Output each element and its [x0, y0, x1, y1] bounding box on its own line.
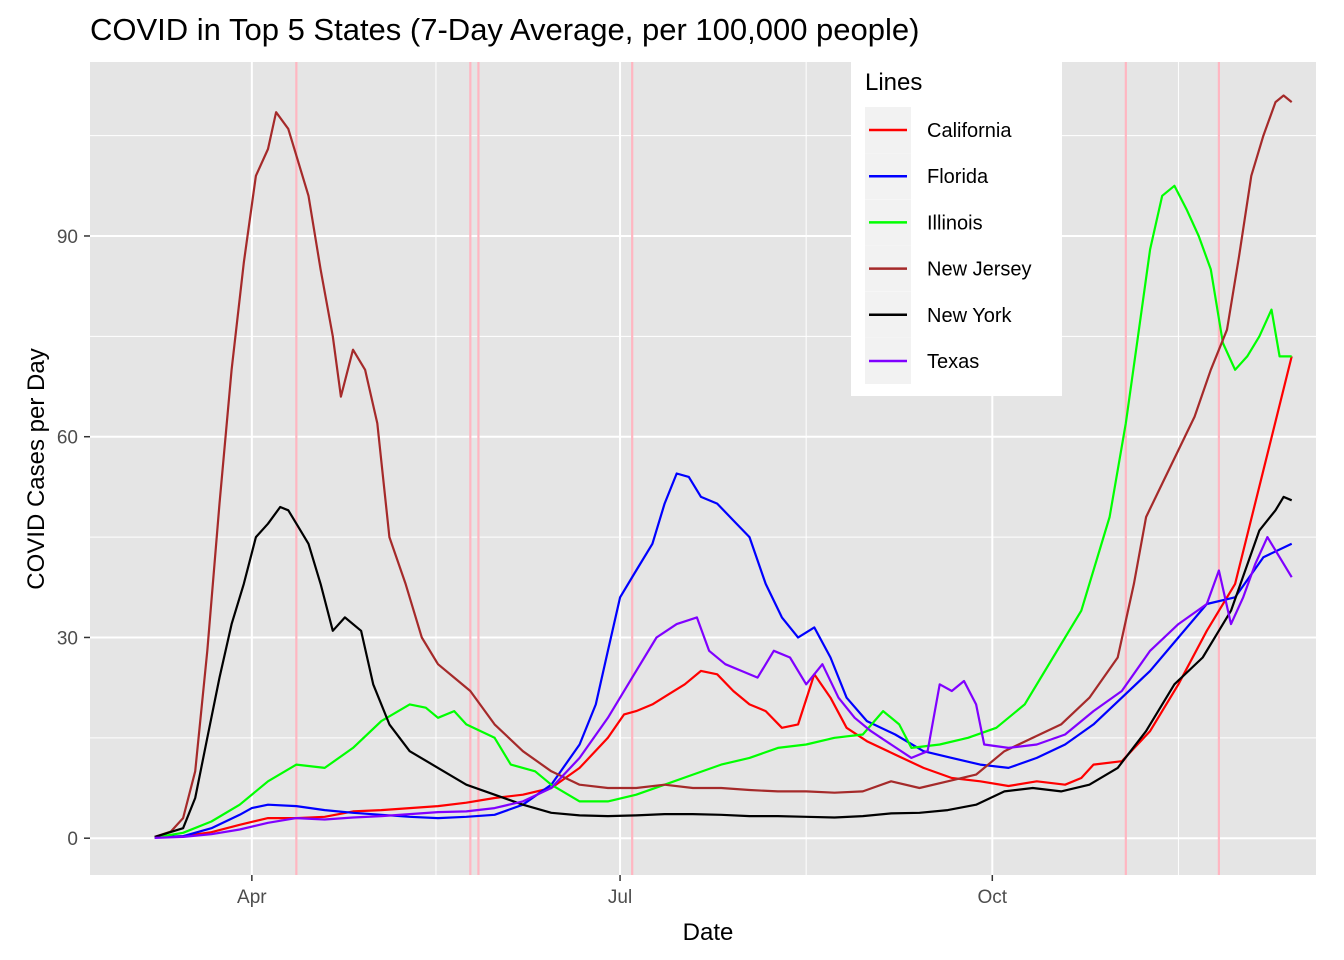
y-axis: 0 30 60 90: [57, 227, 90, 850]
y-tick-label: 30: [57, 628, 78, 649]
x-tick-label: Jul: [608, 887, 632, 908]
legend-label-illinois: Illinois: [927, 212, 983, 234]
y-axis-label: COVID Cases per Day: [23, 348, 50, 589]
y-tick-label: 90: [57, 227, 78, 248]
plot-panel: [90, 62, 1316, 875]
series-line-illinois: [154, 184, 1292, 839]
series-line-new-jersey: [154, 94, 1293, 838]
legend-label-florida: Florida: [927, 166, 989, 188]
legend-label-texas: Texas: [927, 351, 979, 373]
x-tick-label: Oct: [978, 887, 1008, 908]
legend-label-new-jersey: New Jersey: [927, 259, 1031, 281]
y-tick-label: 0: [67, 829, 78, 850]
plot-area: [90, 62, 1316, 875]
legend: Lines California Florida Illinois New Jersey…: [851, 60, 1062, 396]
series-line-california: [154, 356, 1293, 839]
series-line-texas: [154, 536, 1293, 839]
legend-label-new-york: New York: [927, 305, 1012, 327]
legend-label-california: California: [927, 120, 1012, 142]
chart-title: COVID in Top 5 States (7-Day Average, pe…: [90, 12, 919, 47]
y-tick-label: 60: [57, 428, 78, 449]
x-axis: Apr Jul Oct: [237, 875, 1008, 908]
x-tick-label: Apr: [237, 887, 267, 908]
series-line-florida: [154, 472, 1293, 839]
x-axis-label: Date: [683, 919, 734, 946]
legend-title: Lines: [865, 69, 922, 96]
series-line-new-york: [154, 495, 1293, 838]
